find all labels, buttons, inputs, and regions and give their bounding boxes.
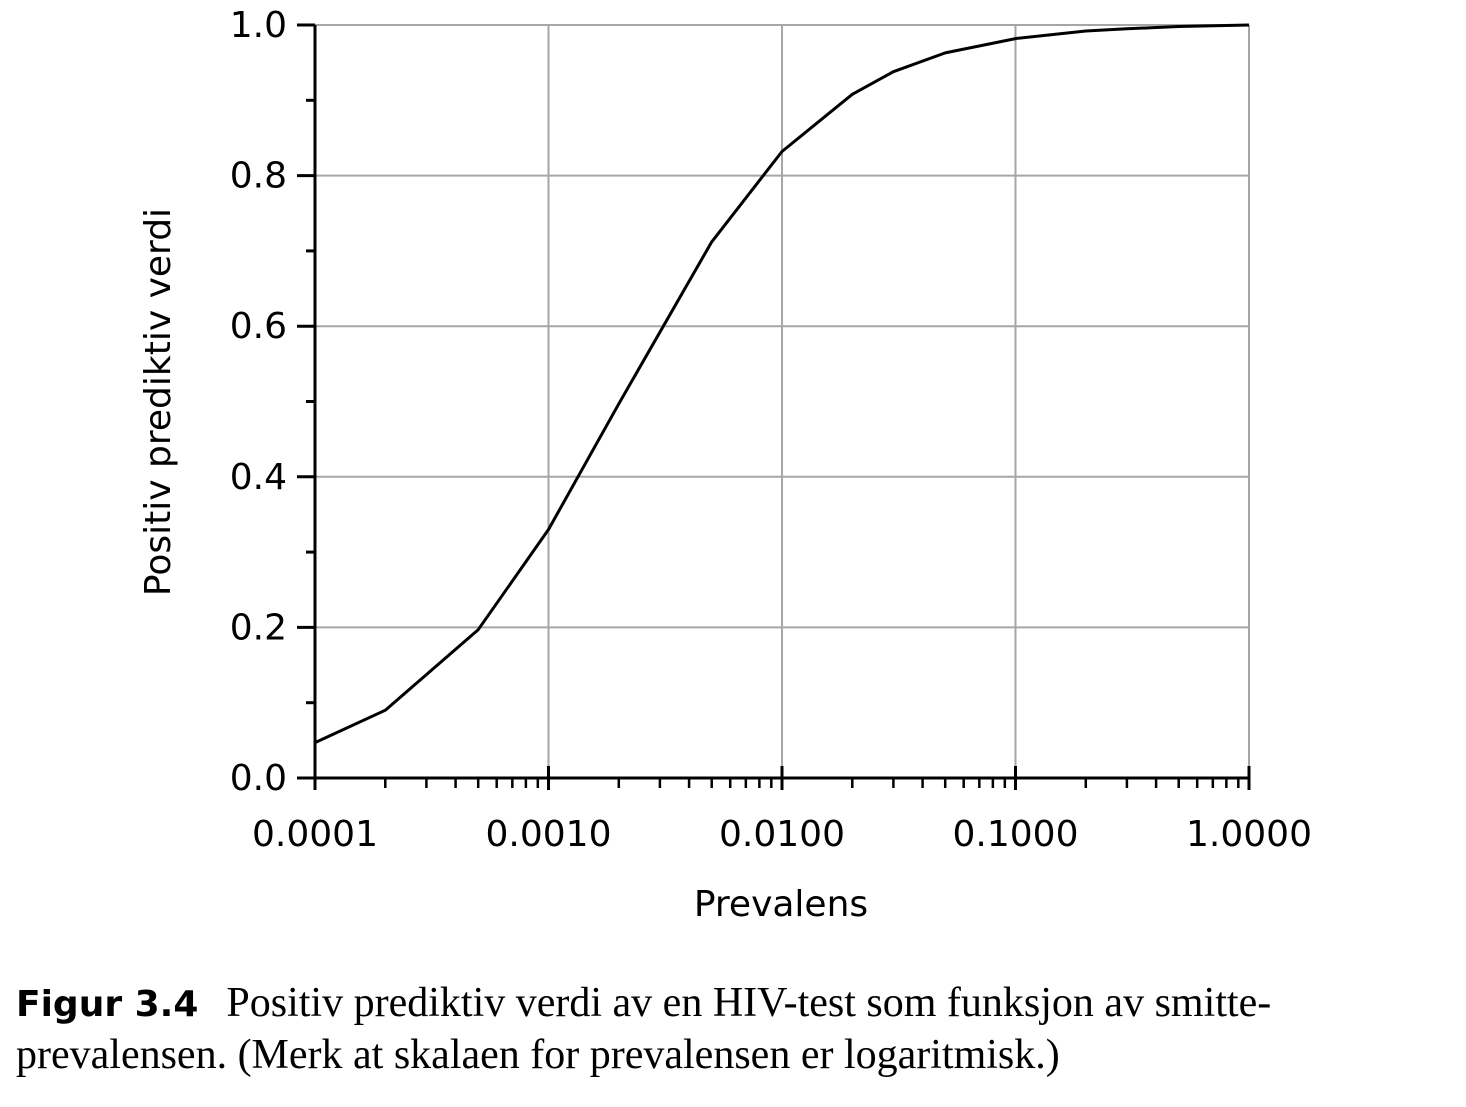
chart: 0.0 0.2 0.4 0.6 0.8 1.0 0.0001 0.0010 0.0100 0.10… <box>138 5 1312 925</box>
caption-text-1: Positiv prediktiv verdi av en HIV-test s… <box>226 980 1272 1026</box>
caption-line-2: prevalensen. (Merk at skalaen for preval… <box>16 1032 1060 1078</box>
y-axis-title: Positiv prediktiv verdi <box>138 208 179 596</box>
y-tick-label: 0.4 <box>230 457 287 498</box>
x-tick-label: 0.0010 <box>486 814 612 855</box>
ppv-series-line <box>314 23 1250 744</box>
figure-label: Figur 3.4 <box>16 984 199 1025</box>
y-tick-label: 1.0 <box>230 5 287 46</box>
tick-labels: 0.0 0.2 0.4 0.6 0.8 1.0 0.0001 0.0010 0.0100 0.10… <box>230 5 1312 855</box>
grid <box>314 24 1250 779</box>
series <box>314 23 1250 744</box>
y-tick-label: 0.2 <box>230 607 287 648</box>
x-tick-label: 0.0001 <box>252 814 378 855</box>
x-tick-label: 0.0100 <box>719 814 845 855</box>
x-axis-title: Prevalens <box>694 884 868 925</box>
x-tick-label: 0.1000 <box>953 814 1079 855</box>
ticks <box>297 23 1251 790</box>
y-tick-label: 0.8 <box>230 156 287 197</box>
figure-caption: Figur 3.4 Positiv prediktiv verdi av en H… <box>16 978 1446 1080</box>
caption-line-1: Figur 3.4 Positiv prediktiv verdi av en H… <box>16 978 1446 1030</box>
x-tick-label: 1.0000 <box>1186 814 1312 855</box>
y-tick-label: 0.0 <box>230 758 287 799</box>
y-tick-label: 0.6 <box>230 306 287 347</box>
